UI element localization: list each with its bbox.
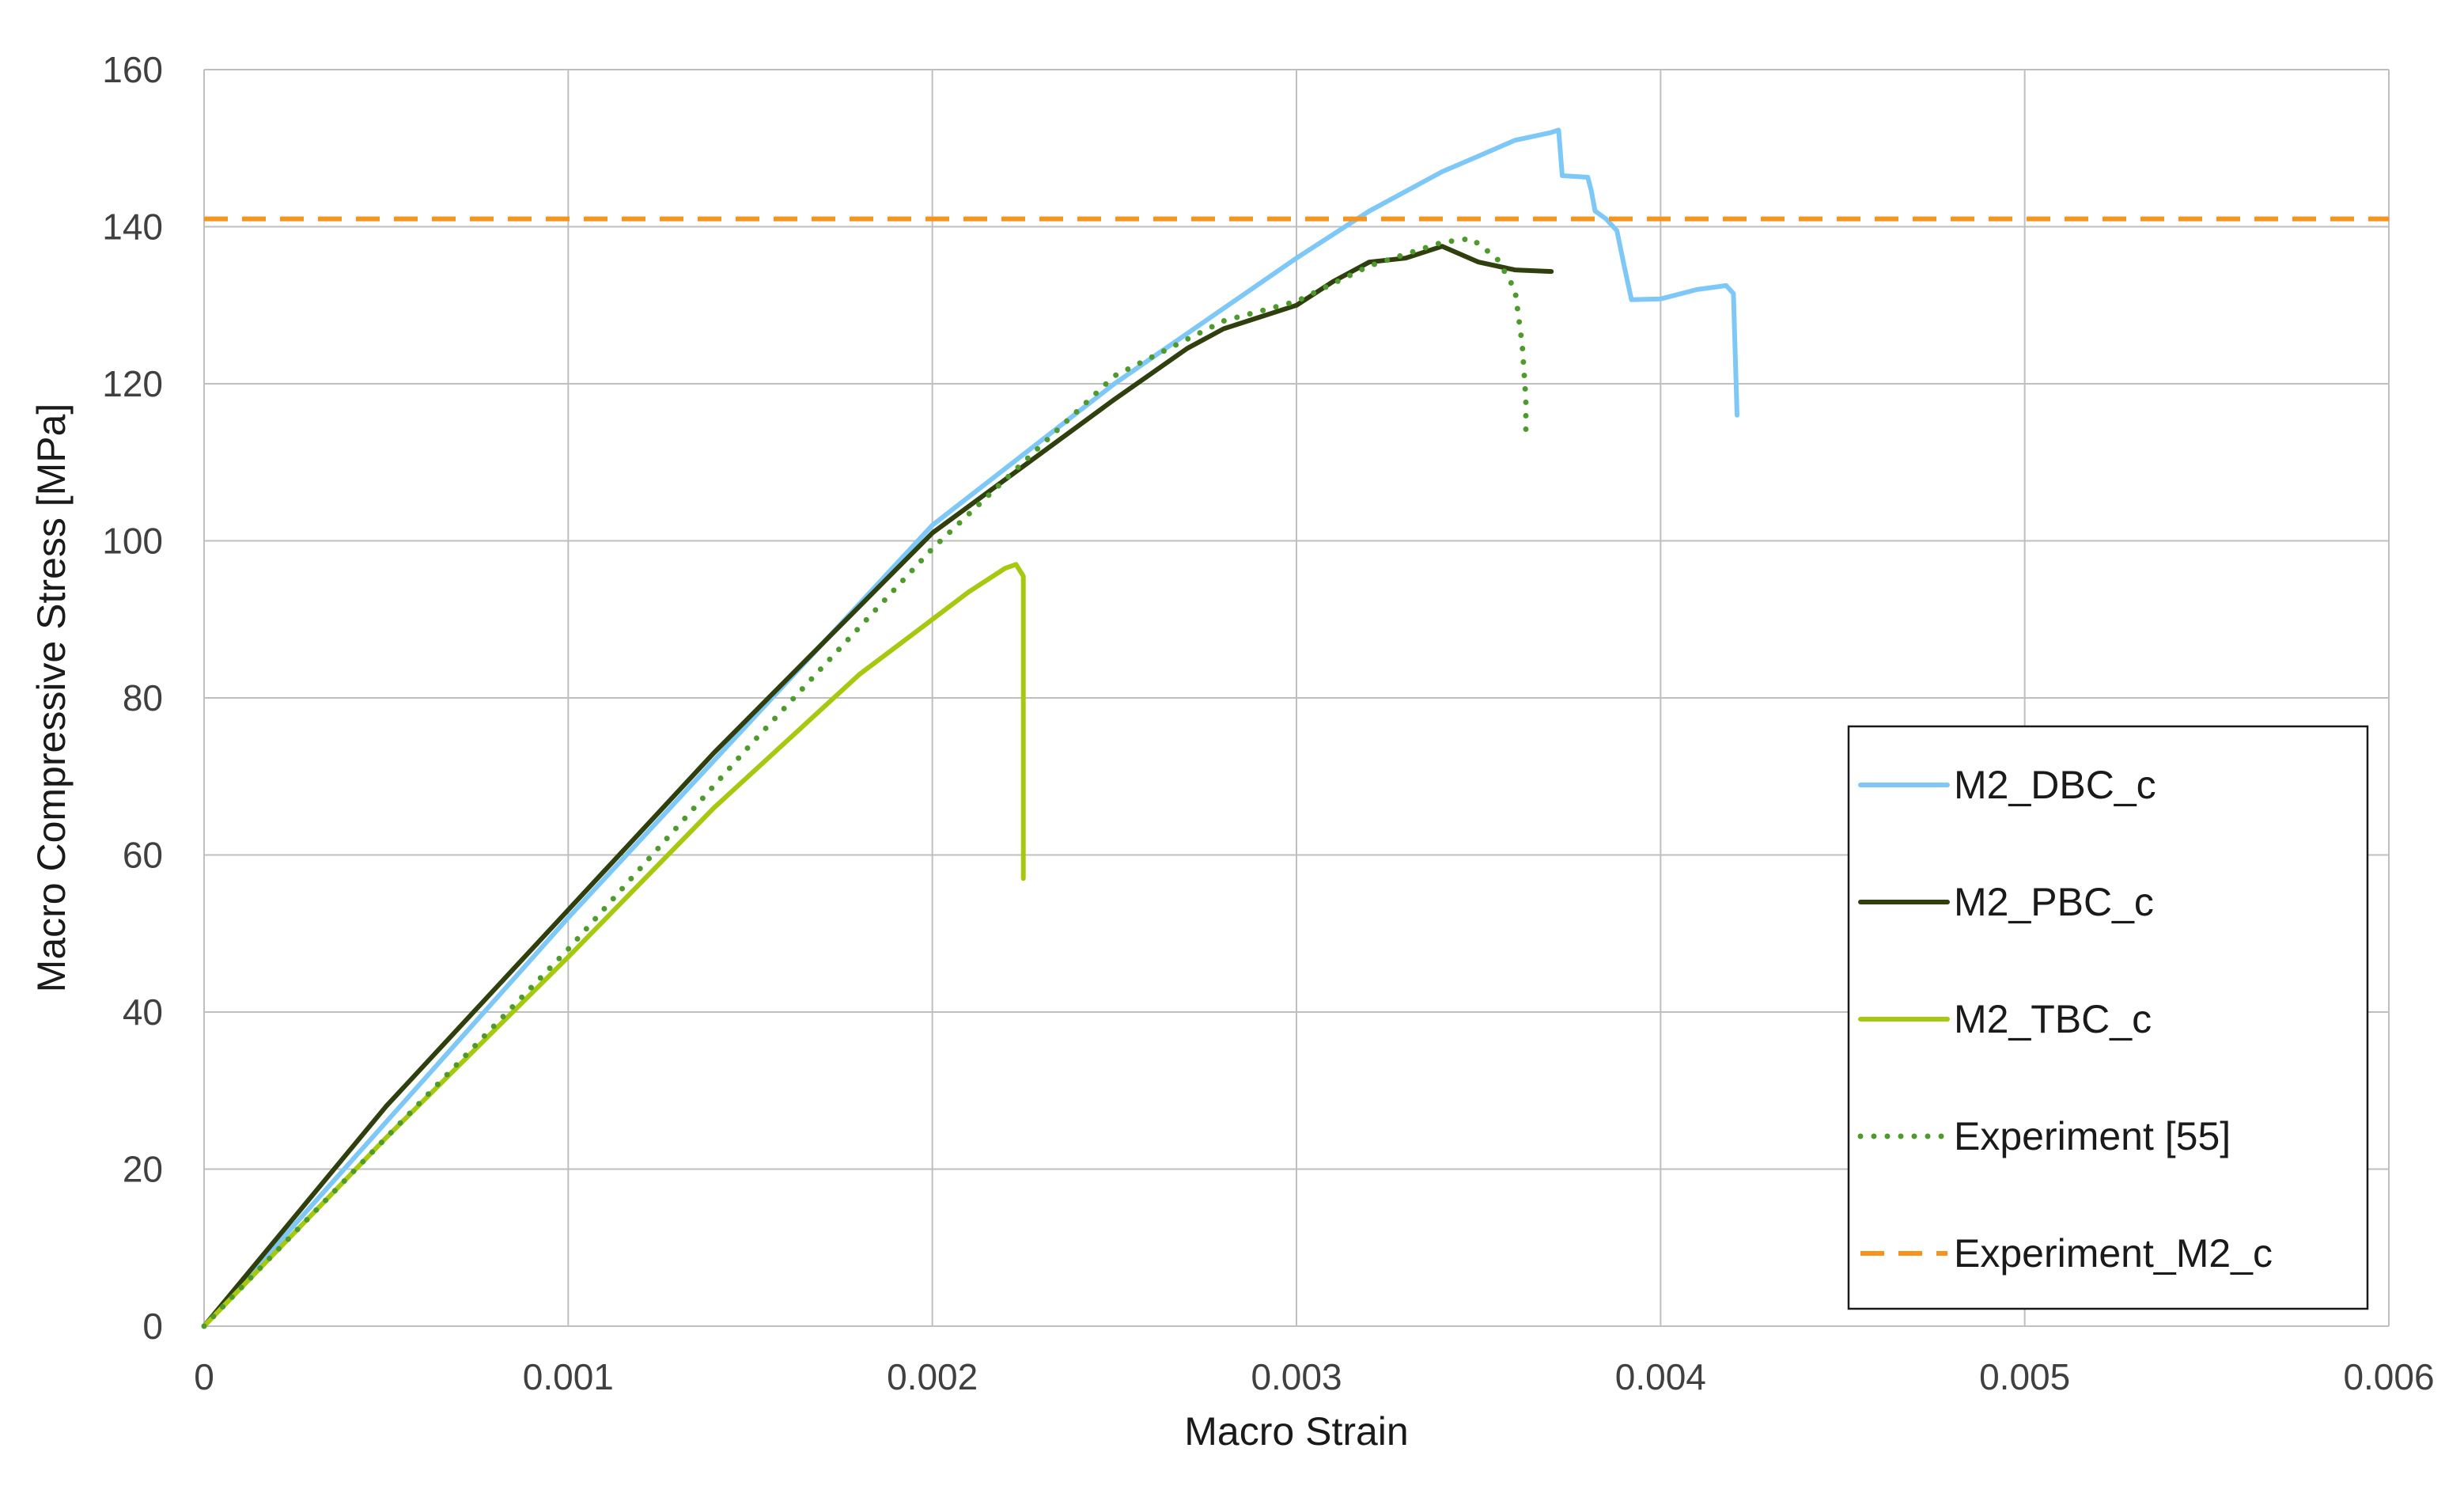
x-tick-label: 0.002 [887,1356,978,1397]
legend-label: M2_DBC_c [1954,763,2156,807]
x-tick-label: 0.005 [1979,1356,2070,1397]
y-tick-label: 160 [102,49,163,90]
x-tick-label: 0.003 [1251,1356,1342,1397]
legend: M2_DBC_c M2_PBC_c M2_TBC_c Experiment [55] E… [1847,725,2369,1310]
plot-series [201,127,2389,1329]
legend-label: M2_PBC_c [1954,880,2154,924]
y-tick-label: 60 [123,835,163,876]
series-line-2 [202,562,1026,1329]
legend-label: Experiment [55] [1954,1114,2231,1158]
x-tick-label: 0.001 [523,1356,614,1397]
y-axis-title: Macro Compressive Stress [MPa] [29,404,74,993]
x-axis-title: Macro Strain [1184,1409,1408,1454]
y-tick-label: 80 [123,677,163,718]
y-tick-label: 20 [123,1149,163,1190]
x-tick-label: 0.004 [1615,1356,1706,1397]
series-line-0 [202,127,1739,1329]
y-tick-label: 140 [102,207,163,248]
axes: 0 0.001 0.002 0.003 0.004 0.005 0.006 0 20 40 60 80… [102,49,2434,1397]
y-tick-label: 100 [102,521,163,562]
y-tick-label: 40 [123,991,163,1033]
y-tick-label: 0 [142,1306,163,1347]
y-tick-label: 120 [102,363,163,404]
x-tick-label: 0 [194,1356,214,1397]
legend-label: M2_TBC_c [1954,997,2152,1041]
x-tick-label: 0.006 [2343,1356,2434,1397]
series-line-3 [201,235,1529,1329]
series-line-1 [202,244,1554,1329]
legend-label: Experiment_M2_c [1954,1231,2273,1276]
